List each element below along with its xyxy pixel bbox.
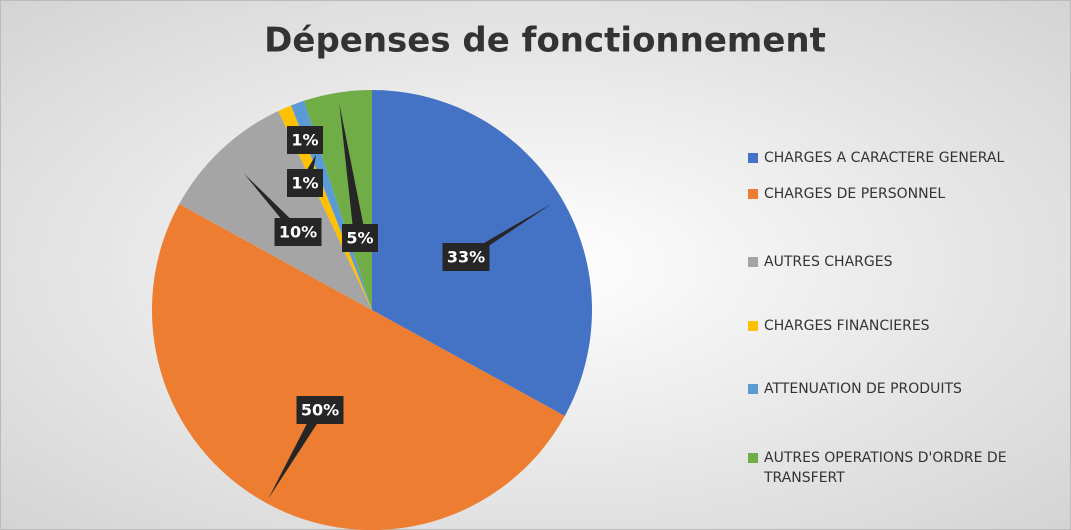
legend-item: ATTENUATION DE PRODUITS [748,379,962,399]
data-callout: 5% [339,103,378,252]
callout-pointer [460,203,552,257]
legend-item: AUTRES OPERATIONS D'ORDRE DE TRANSFERT [748,448,1068,488]
pie-slice [151,204,565,530]
legend-item: CHARGES DE PERSONNEL [748,184,945,204]
data-label: 5% [346,229,373,248]
legend-swatch [748,257,758,267]
data-label: 1% [291,131,318,150]
legend-item: AUTRES CHARGES [748,252,892,272]
legend-item: CHARGES A CARACTERE GENERAL [748,148,1004,168]
data-label: 1% [291,174,318,193]
callout-box [442,243,490,271]
legend-label: ATTENUATION DE PRODUITS [764,381,962,397]
legend-swatch [748,453,758,463]
callout-box [287,126,323,154]
data-callout: 50% [268,396,344,499]
data-label: 10% [279,223,317,242]
callout-box [287,169,323,197]
legend-label: CHARGES FINANCIERES [764,318,930,334]
legend-label: AUTRES CHARGES [764,254,893,270]
callout-box [342,224,378,252]
data-callout: 1% [287,126,323,154]
callout-pointer [339,103,366,238]
data-callout: 1% [287,154,323,197]
data-label: 50% [301,401,339,420]
legend-label: CHARGES DE PERSONNEL [764,186,946,202]
legend-label: AUTRES OPERATIONS D'ORDRE DE TRANSFERT [764,450,1007,486]
data-label: 33% [447,248,485,267]
legend-label: CHARGES A CARACTERE GENERAL [764,150,1005,166]
legend-swatch [748,189,758,199]
pie-slice [278,105,372,310]
callout-pointer [243,173,304,232]
legend-item: CHARGES FINANCIERES [748,316,930,336]
callout-box [274,218,322,246]
chart-title: Dépenses de fonctionnement [264,21,826,61]
legend-swatch [748,153,758,163]
callout-box [296,396,344,424]
legend-swatch [748,384,758,394]
callout-pointer [268,410,326,499]
legend-swatch [748,321,758,331]
data-callout: 10% [243,173,322,246]
data-callout: 33% [442,203,552,271]
